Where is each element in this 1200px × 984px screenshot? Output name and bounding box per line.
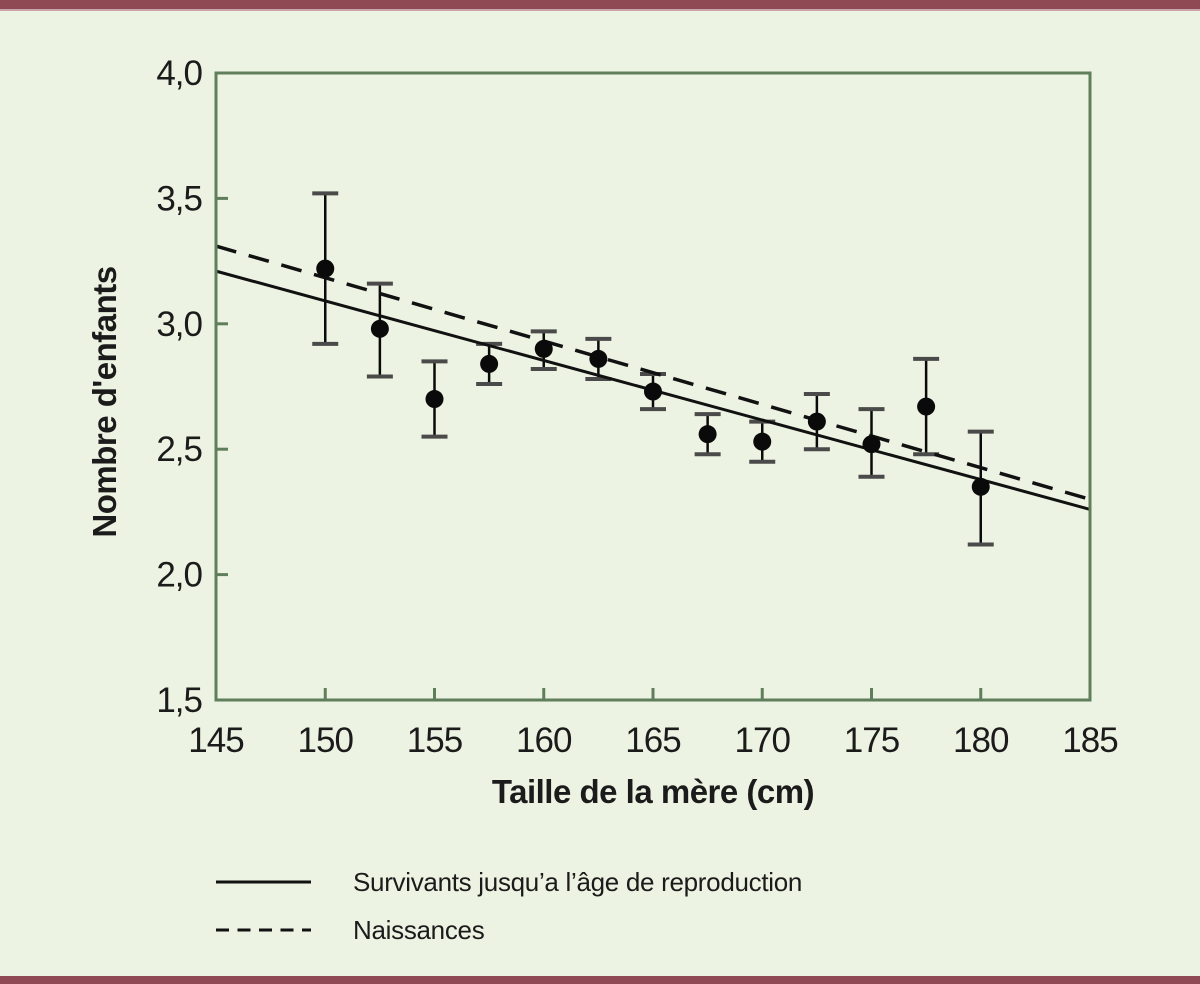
legend-dashed-line-icon [216, 928, 311, 932]
y-axis-title: Nombre d'enfants [86, 266, 123, 538]
y-tick-label: 3,5 [156, 179, 202, 218]
y-tick-label: 2,5 [156, 430, 202, 469]
legend-label-naissances: Naissances [353, 914, 485, 945]
data-point [917, 397, 936, 416]
x-tick-label: 160 [516, 721, 572, 760]
data-point [534, 339, 553, 358]
trend-line-naissances [215, 244, 1091, 502]
data-point [589, 349, 608, 368]
data-point [753, 432, 772, 451]
data-point [698, 425, 717, 444]
top-accent-bar [0, 0, 1200, 11]
y-tick-label: 2,0 [156, 556, 202, 595]
legend-row-naissances: Naissances [216, 906, 802, 954]
x-tick-label: 185 [1062, 721, 1117, 760]
legend-label-survivants: Survivants jusqu’a l’âge de reproduction [353, 866, 803, 897]
x-tick-label: 155 [407, 721, 462, 760]
y-tick-label: 4,0 [156, 54, 202, 93]
data-point [370, 319, 389, 338]
y-tick-label: 3,0 [156, 305, 202, 344]
data-point [807, 412, 826, 431]
data-point [480, 354, 499, 373]
x-tick-label: 180 [953, 721, 1009, 760]
data-point [425, 390, 444, 409]
data-point [644, 382, 662, 401]
legend: Survivants jusqu’a l’âge de reproduction… [216, 858, 802, 954]
data-point [862, 435, 881, 454]
data-point [316, 259, 335, 278]
legend-row-survivants: Survivants jusqu’a l’âge de reproduction [216, 858, 802, 906]
y-tick-label: 1,5 [156, 681, 202, 720]
bottom-accent-bar [0, 976, 1200, 984]
x-tick-label: 165 [625, 721, 680, 760]
x-tick-label: 145 [188, 721, 243, 760]
x-axis-title: Taille de la mère (cm) [491, 773, 815, 810]
data-point [971, 477, 990, 496]
x-tick-label: 170 [735, 721, 791, 760]
legend-solid-line-icon [216, 880, 311, 884]
x-tick-label: 150 [298, 721, 354, 760]
x-tick-label: 175 [844, 721, 899, 760]
